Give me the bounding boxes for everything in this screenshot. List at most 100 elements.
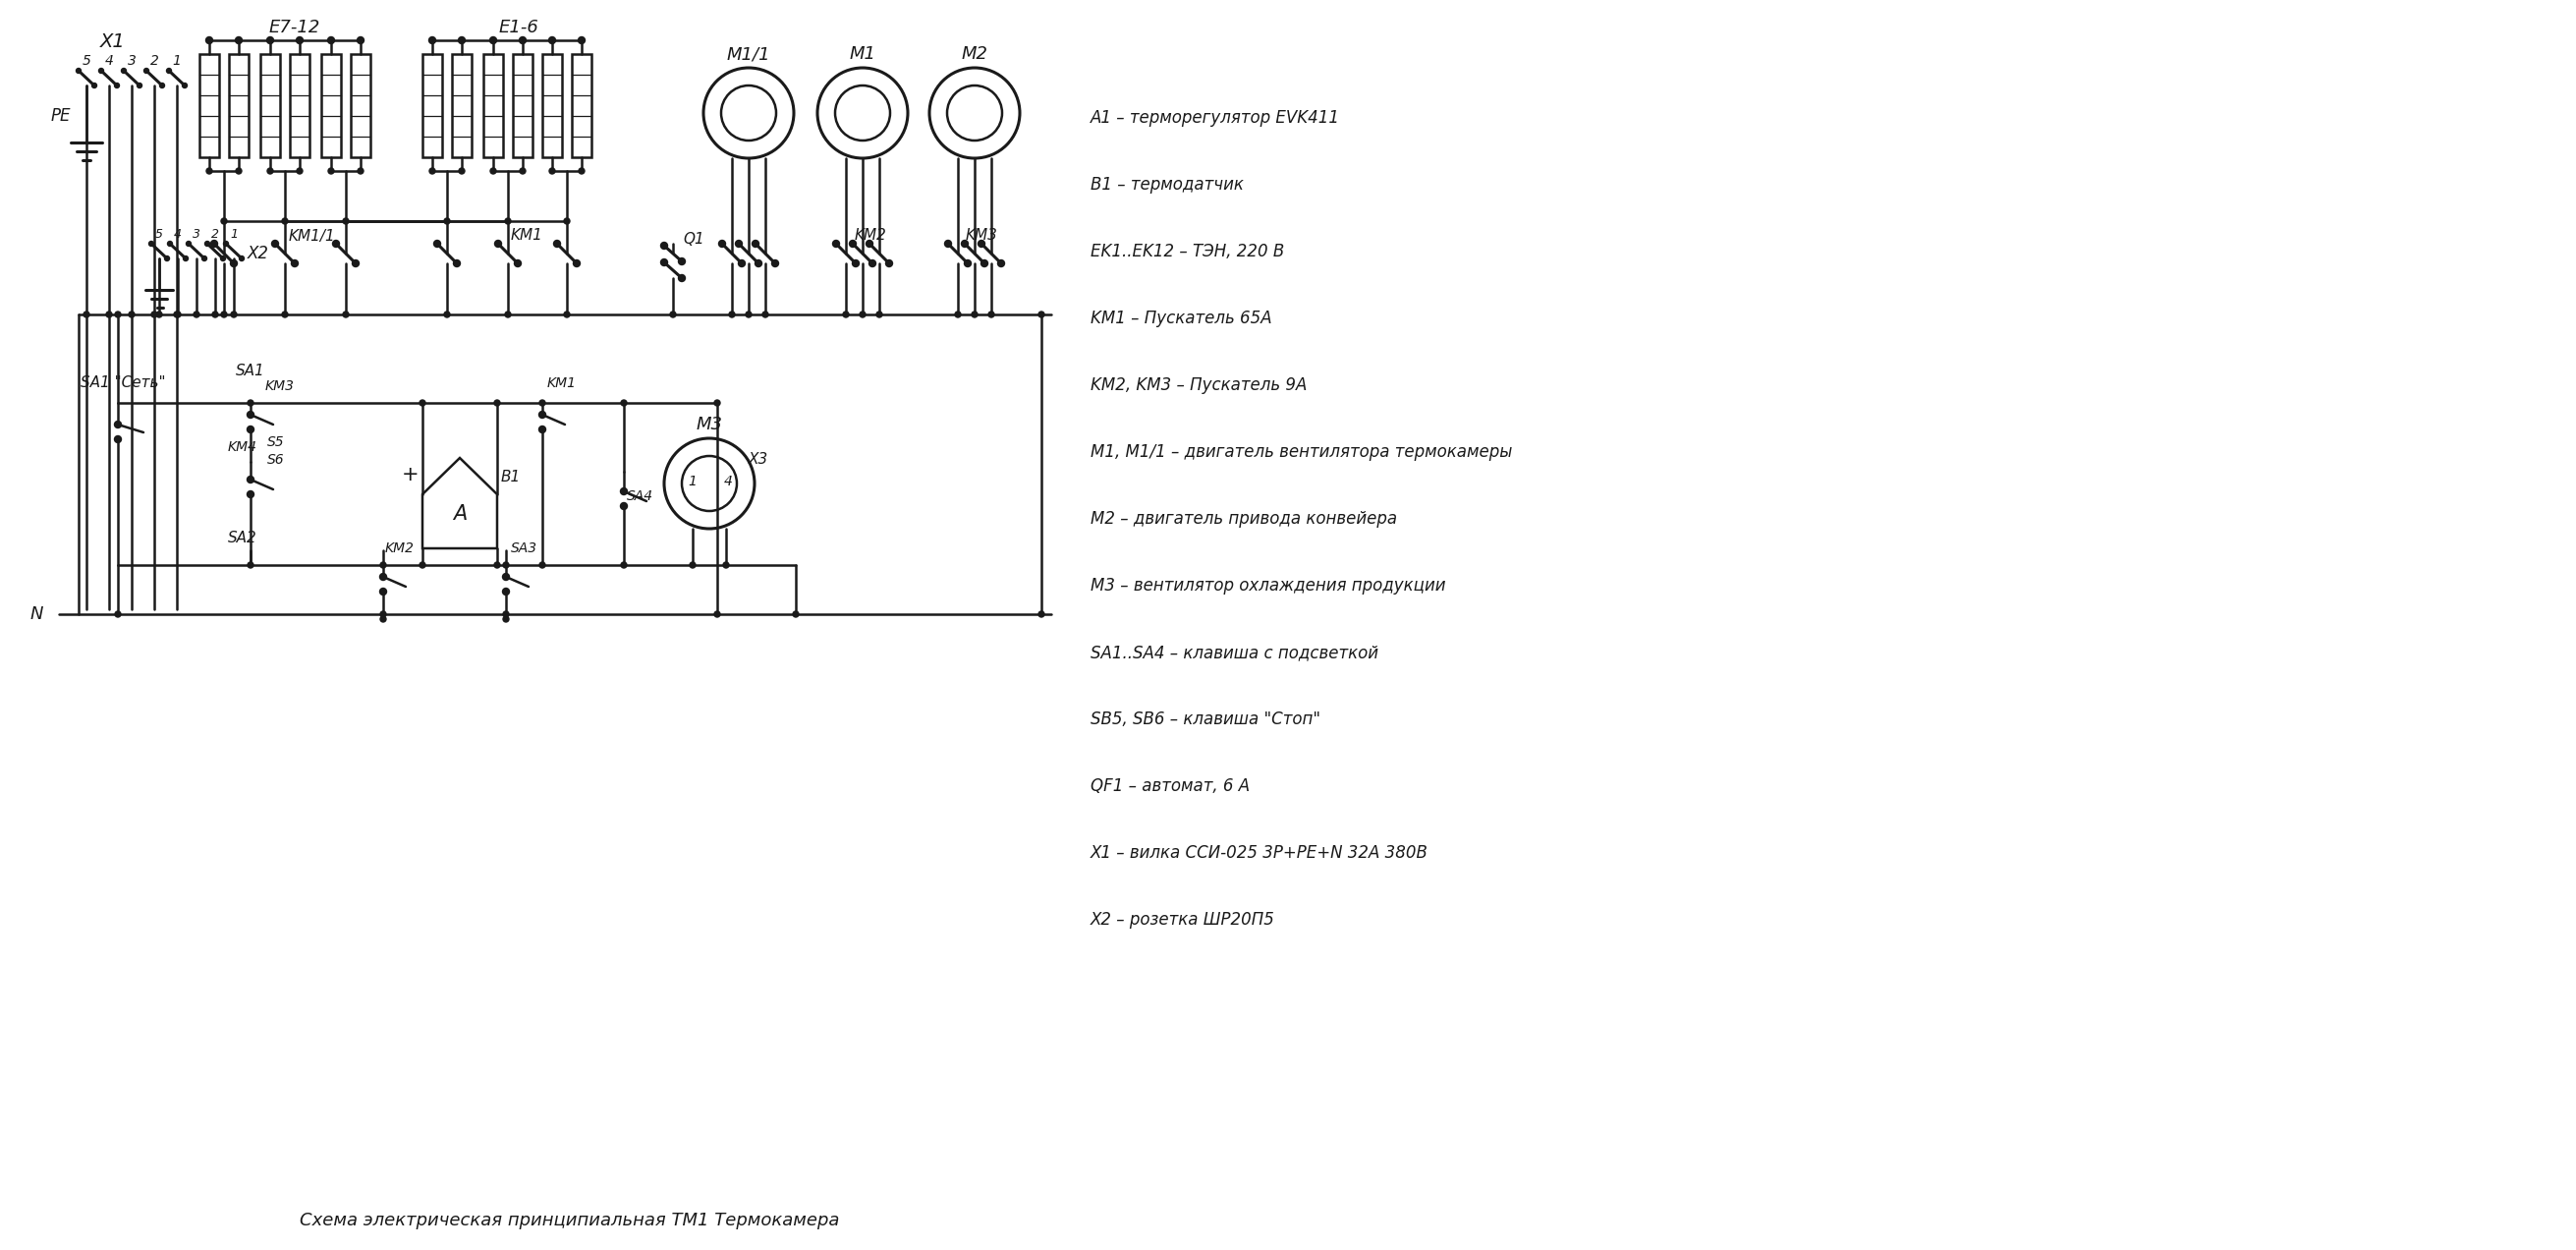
Text: X2: X2 bbox=[247, 245, 270, 262]
Text: SA1: SA1 bbox=[237, 364, 265, 379]
Circle shape bbox=[281, 219, 289, 224]
Circle shape bbox=[247, 491, 255, 498]
Circle shape bbox=[549, 36, 556, 44]
Circle shape bbox=[82, 311, 90, 318]
Circle shape bbox=[755, 260, 762, 266]
Circle shape bbox=[247, 476, 255, 482]
Text: S5: S5 bbox=[268, 435, 283, 449]
Circle shape bbox=[296, 168, 301, 174]
Circle shape bbox=[98, 69, 103, 74]
Circle shape bbox=[183, 256, 188, 261]
Circle shape bbox=[116, 311, 121, 318]
Circle shape bbox=[206, 241, 209, 246]
Text: M2: M2 bbox=[961, 45, 987, 62]
Circle shape bbox=[690, 562, 696, 567]
Circle shape bbox=[489, 168, 497, 174]
Text: X2 – розетка ШР20П5: X2 – розетка ШР20П5 bbox=[1090, 911, 1275, 929]
Circle shape bbox=[193, 311, 198, 318]
Circle shape bbox=[549, 168, 554, 174]
Circle shape bbox=[175, 311, 180, 318]
Circle shape bbox=[739, 260, 744, 266]
Text: SB5, SB6 – клавиша "Стоп": SB5, SB6 – клавиша "Стоп" bbox=[1090, 710, 1321, 729]
Circle shape bbox=[997, 260, 1005, 266]
Circle shape bbox=[538, 411, 546, 419]
Text: 5: 5 bbox=[82, 54, 90, 68]
Circle shape bbox=[137, 82, 142, 88]
Circle shape bbox=[129, 311, 134, 318]
Text: S6: S6 bbox=[268, 452, 283, 466]
Text: E1-6: E1-6 bbox=[500, 19, 538, 36]
Circle shape bbox=[113, 421, 121, 428]
Circle shape bbox=[564, 311, 569, 318]
Circle shape bbox=[502, 562, 510, 567]
Circle shape bbox=[224, 241, 229, 246]
Circle shape bbox=[459, 36, 466, 44]
Circle shape bbox=[332, 240, 340, 248]
Circle shape bbox=[443, 311, 451, 318]
Bar bbox=[350, 54, 371, 157]
Text: 3: 3 bbox=[193, 227, 201, 240]
Circle shape bbox=[621, 400, 626, 406]
Circle shape bbox=[729, 311, 734, 318]
Circle shape bbox=[358, 36, 363, 44]
Circle shape bbox=[247, 400, 252, 406]
Circle shape bbox=[489, 36, 497, 44]
Circle shape bbox=[714, 400, 721, 406]
Circle shape bbox=[564, 219, 569, 224]
Circle shape bbox=[577, 36, 585, 44]
Circle shape bbox=[343, 311, 348, 318]
Circle shape bbox=[353, 260, 358, 266]
Circle shape bbox=[381, 616, 386, 622]
Circle shape bbox=[281, 311, 289, 318]
Circle shape bbox=[358, 168, 363, 174]
Text: X3: X3 bbox=[750, 452, 768, 468]
Circle shape bbox=[520, 168, 526, 174]
Circle shape bbox=[381, 611, 386, 618]
Text: KM1: KM1 bbox=[546, 376, 577, 390]
Text: M3: M3 bbox=[696, 416, 724, 434]
Text: 1: 1 bbox=[173, 54, 180, 68]
Circle shape bbox=[430, 168, 435, 174]
Bar bbox=[572, 54, 592, 157]
Circle shape bbox=[538, 426, 546, 432]
Circle shape bbox=[116, 611, 121, 618]
Bar bbox=[260, 54, 281, 157]
Circle shape bbox=[240, 256, 245, 261]
Circle shape bbox=[868, 260, 876, 266]
Circle shape bbox=[185, 241, 191, 246]
Bar bbox=[484, 54, 502, 157]
Text: KM4: KM4 bbox=[227, 440, 258, 454]
Circle shape bbox=[659, 259, 667, 266]
Circle shape bbox=[144, 69, 149, 74]
Circle shape bbox=[495, 562, 500, 567]
Circle shape bbox=[379, 574, 386, 580]
Circle shape bbox=[981, 260, 987, 266]
Text: X1: X1 bbox=[100, 32, 126, 50]
Text: 4: 4 bbox=[175, 227, 183, 240]
Circle shape bbox=[502, 611, 510, 618]
Bar bbox=[451, 54, 471, 157]
Text: EK1..EK12 – ТЭН, 220 В: EK1..EK12 – ТЭН, 220 В bbox=[1090, 242, 1285, 260]
Circle shape bbox=[270, 240, 278, 248]
Text: 3: 3 bbox=[126, 54, 137, 68]
Circle shape bbox=[420, 400, 425, 406]
Circle shape bbox=[520, 36, 526, 44]
Circle shape bbox=[505, 219, 510, 224]
Circle shape bbox=[379, 589, 386, 595]
Text: M2 – двигатель привода конвейера: M2 – двигатель привода конвейера bbox=[1090, 510, 1396, 528]
Circle shape bbox=[621, 488, 629, 495]
Text: SA3: SA3 bbox=[510, 541, 538, 555]
Circle shape bbox=[574, 260, 580, 266]
Circle shape bbox=[291, 260, 299, 266]
Text: KM3: KM3 bbox=[265, 379, 294, 392]
Text: A: A bbox=[453, 504, 466, 524]
Circle shape bbox=[237, 168, 242, 174]
Bar bbox=[198, 54, 219, 157]
Text: SA2: SA2 bbox=[227, 531, 258, 546]
Circle shape bbox=[459, 168, 464, 174]
Text: SA4: SA4 bbox=[626, 490, 654, 504]
Circle shape bbox=[106, 311, 111, 318]
Text: X1 – вилка ССИ-025 3P+PE+N 32A 380В: X1 – вилка ССИ-025 3P+PE+N 32A 380В bbox=[1090, 844, 1427, 861]
Circle shape bbox=[961, 240, 969, 248]
Text: M1: M1 bbox=[850, 45, 876, 62]
